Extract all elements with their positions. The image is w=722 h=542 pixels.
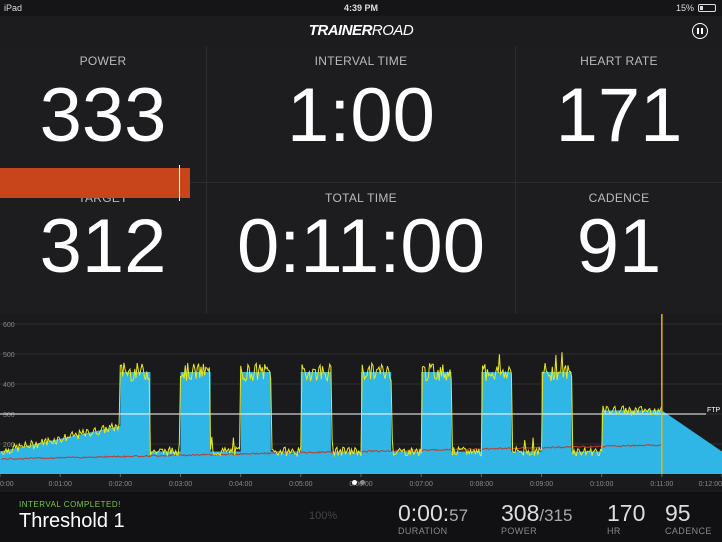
power-cell: POWER 333 (0, 46, 207, 183)
duration-seconds: 57 (449, 506, 469, 525)
total-time-value: 0:11:00 (237, 204, 485, 289)
metrics-grid: POWER 333 INTERVAL TIME 1:00 HEART RATE … (0, 46, 722, 314)
target-cell: TARGET 312 (0, 183, 207, 314)
interval-time-cell: INTERVAL TIME 1:00 (207, 46, 516, 183)
interval-hr-label: HR (607, 526, 621, 536)
power-value: 333 (39, 73, 167, 158)
total-time-cell: TOTAL TIME 0:11:00 (207, 183, 516, 314)
x-tick-label: 0:08:00 (470, 481, 493, 488)
page-dot[interactable] (360, 480, 365, 485)
ftp-label: FTP (707, 407, 721, 414)
app-header: TRAINERROAD (0, 16, 722, 46)
battery-percent: 15% (675, 3, 694, 13)
pause-button[interactable] (692, 23, 708, 39)
x-tick-label: 0:00 (0, 481, 14, 488)
x-tick-label: 0:05:00 (289, 481, 312, 488)
power-target-bar (0, 168, 190, 198)
interval-cadence-value: 95 (665, 500, 691, 526)
duration-main: 0:00: (398, 500, 450, 526)
cadence-label: CADENCE (588, 191, 650, 205)
y-tick-label: 400 (3, 382, 15, 389)
power-trace (0, 352, 663, 458)
x-tick-label: 0:10:00 (590, 481, 613, 488)
x-tick-label: 0:01:00 (48, 481, 71, 488)
workout-chart[interactable]: 600 500 400 300 200 FTP 0:00 0:01:00 0:02:00 0:03… (0, 314, 722, 492)
status-bar: iPad 4:39 PM 15% (0, 0, 722, 16)
y-tick-label: 500 (3, 352, 15, 359)
cadence-cell: CADENCE 91 (516, 183, 722, 314)
y-tick-label: 200 (3, 442, 15, 449)
workout-chart-svg: 600 500 400 300 200 FTP 0:00 0:01:00 0:02:00 0:03… (0, 314, 722, 488)
trainerroad-logo: TRAINERROAD (308, 22, 414, 39)
page-indicator[interactable] (352, 480, 365, 485)
interval-hr-metric: 170 HR (607, 500, 645, 536)
power-label: POWER (79, 54, 127, 68)
bottom-bar: INTERVAL COMPLETED! Threshold 1 100% 0:0… (0, 492, 722, 542)
interval-hr-value: 170 (607, 500, 646, 526)
x-tick-label: 0:07:00 (409, 481, 432, 488)
duration-metric: 0:00:57 DURATION (398, 500, 468, 536)
heart-rate-value: 171 (555, 73, 683, 158)
x-tick-label: 0:02:00 (109, 481, 132, 488)
x-tick-label: 0:04:00 (229, 481, 252, 488)
cadence-value: 91 (576, 204, 662, 289)
status-right: 15% (676, 3, 716, 13)
interval-cadence-metric: 95 CADENCE (665, 500, 712, 536)
interval-power-target: /315 (539, 506, 573, 525)
pause-icon (697, 28, 699, 34)
heart-rate-label: HEART RATE (580, 54, 658, 68)
interval-power-metric: 308/315 POWER (501, 500, 572, 536)
clock: 4:39 PM (343, 3, 378, 13)
interval-status: INTERVAL COMPLETED! (19, 500, 121, 509)
battery-icon (698, 4, 716, 12)
target-value: 312 (39, 204, 167, 289)
page-dot-active[interactable] (352, 480, 357, 485)
y-tick-label: 300 (3, 412, 15, 419)
interval-time-value: 1:00 (287, 73, 435, 158)
interval-time-label: INTERVAL TIME (314, 54, 408, 68)
device-name: iPad (4, 3, 23, 13)
heart-rate-trace (0, 444, 662, 461)
power-target-marker (179, 165, 180, 201)
x-tick-label: 0:12:00 (699, 481, 722, 488)
x-tick-label: 0:09:00 (530, 481, 553, 488)
interval-power-label: POWER (501, 526, 538, 536)
total-time-label: TOTAL TIME (325, 191, 397, 205)
heart-rate-cell: HEART RATE 171 (516, 46, 722, 183)
x-tick-label: 0:11:00 (650, 481, 673, 488)
intensity-percent[interactable]: 100% (309, 510, 338, 522)
duration-label: DURATION (398, 526, 448, 536)
interval-cadence-label: CADENCE (665, 526, 712, 536)
y-tick-label: 600 (3, 322, 15, 329)
workout-name[interactable]: Threshold 1 (19, 510, 125, 532)
x-tick-label: 0:03:00 (169, 481, 192, 488)
interval-power-value: 308 (501, 500, 540, 526)
